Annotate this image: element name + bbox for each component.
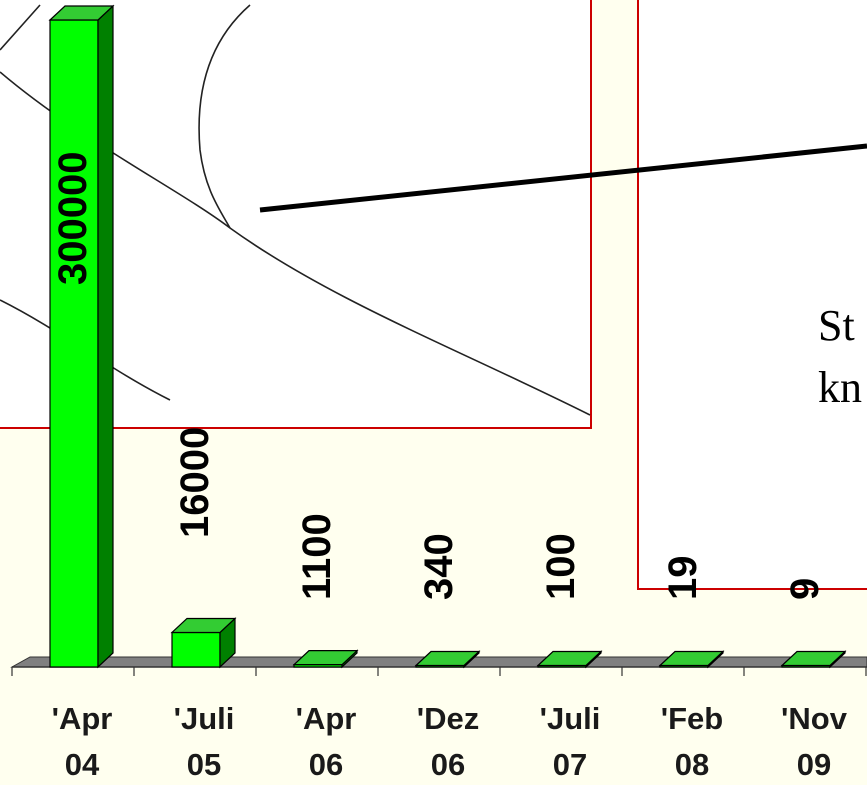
value-label: 340 bbox=[417, 533, 461, 600]
value-label: 100 bbox=[539, 533, 583, 600]
value-labels-group: 300000 16000 1100 340 100 19 9 bbox=[51, 152, 827, 600]
pointer-line bbox=[259, 143, 867, 213]
category-label: 'Feb bbox=[661, 701, 723, 736]
bar bbox=[170, 617, 237, 669]
value-label: 19 bbox=[661, 556, 705, 601]
category-label: 07 bbox=[553, 747, 587, 782]
bar-top bbox=[292, 650, 359, 666]
bar-top bbox=[658, 650, 725, 667]
bar bbox=[414, 650, 481, 669]
bar-top bbox=[170, 617, 237, 634]
value-label: 300000 bbox=[51, 152, 95, 285]
bar-top bbox=[536, 650, 603, 667]
overlay-text-line-1: St bbox=[818, 301, 855, 350]
category-label: 'Apr bbox=[52, 701, 113, 736]
category-label: 'Dez bbox=[417, 701, 480, 736]
category-label: 05 bbox=[187, 747, 221, 782]
bar bbox=[658, 650, 725, 669]
category-label: 08 bbox=[675, 747, 709, 782]
category-label: 09 bbox=[797, 747, 831, 782]
bar-side bbox=[97, 4, 114, 669]
background-panel-right bbox=[637, 0, 867, 590]
value-label: 16000 bbox=[173, 427, 217, 538]
overlay-text-line-2: kn bbox=[818, 363, 862, 412]
bar bbox=[536, 650, 603, 669]
category-label: 06 bbox=[431, 747, 465, 782]
bar-front bbox=[171, 631, 221, 668]
bars-group bbox=[48, 4, 847, 669]
bar bbox=[780, 650, 847, 669]
bar bbox=[292, 649, 359, 669]
value-label: 9 bbox=[783, 578, 827, 600]
value-label: 1100 bbox=[295, 513, 339, 600]
category-labels-group: 'Apr 04 'Juli 05 'Apr 06 'Dez 06 'Juli 07 'Feb 08 'N… bbox=[52, 701, 848, 782]
bar-top bbox=[414, 650, 481, 667]
category-label: 06 bbox=[309, 747, 343, 782]
category-label: 'Apr bbox=[296, 701, 357, 736]
x-axis-ticks bbox=[11, 667, 867, 676]
bar bbox=[48, 4, 115, 669]
category-label: 'Juli bbox=[540, 701, 601, 736]
bar-top bbox=[48, 5, 115, 21]
category-label: 'Juli bbox=[174, 701, 235, 736]
category-label: 04 bbox=[65, 747, 100, 782]
category-label: 'Nov bbox=[781, 701, 848, 736]
bar-top bbox=[780, 650, 847, 667]
bar-front bbox=[49, 19, 99, 668]
